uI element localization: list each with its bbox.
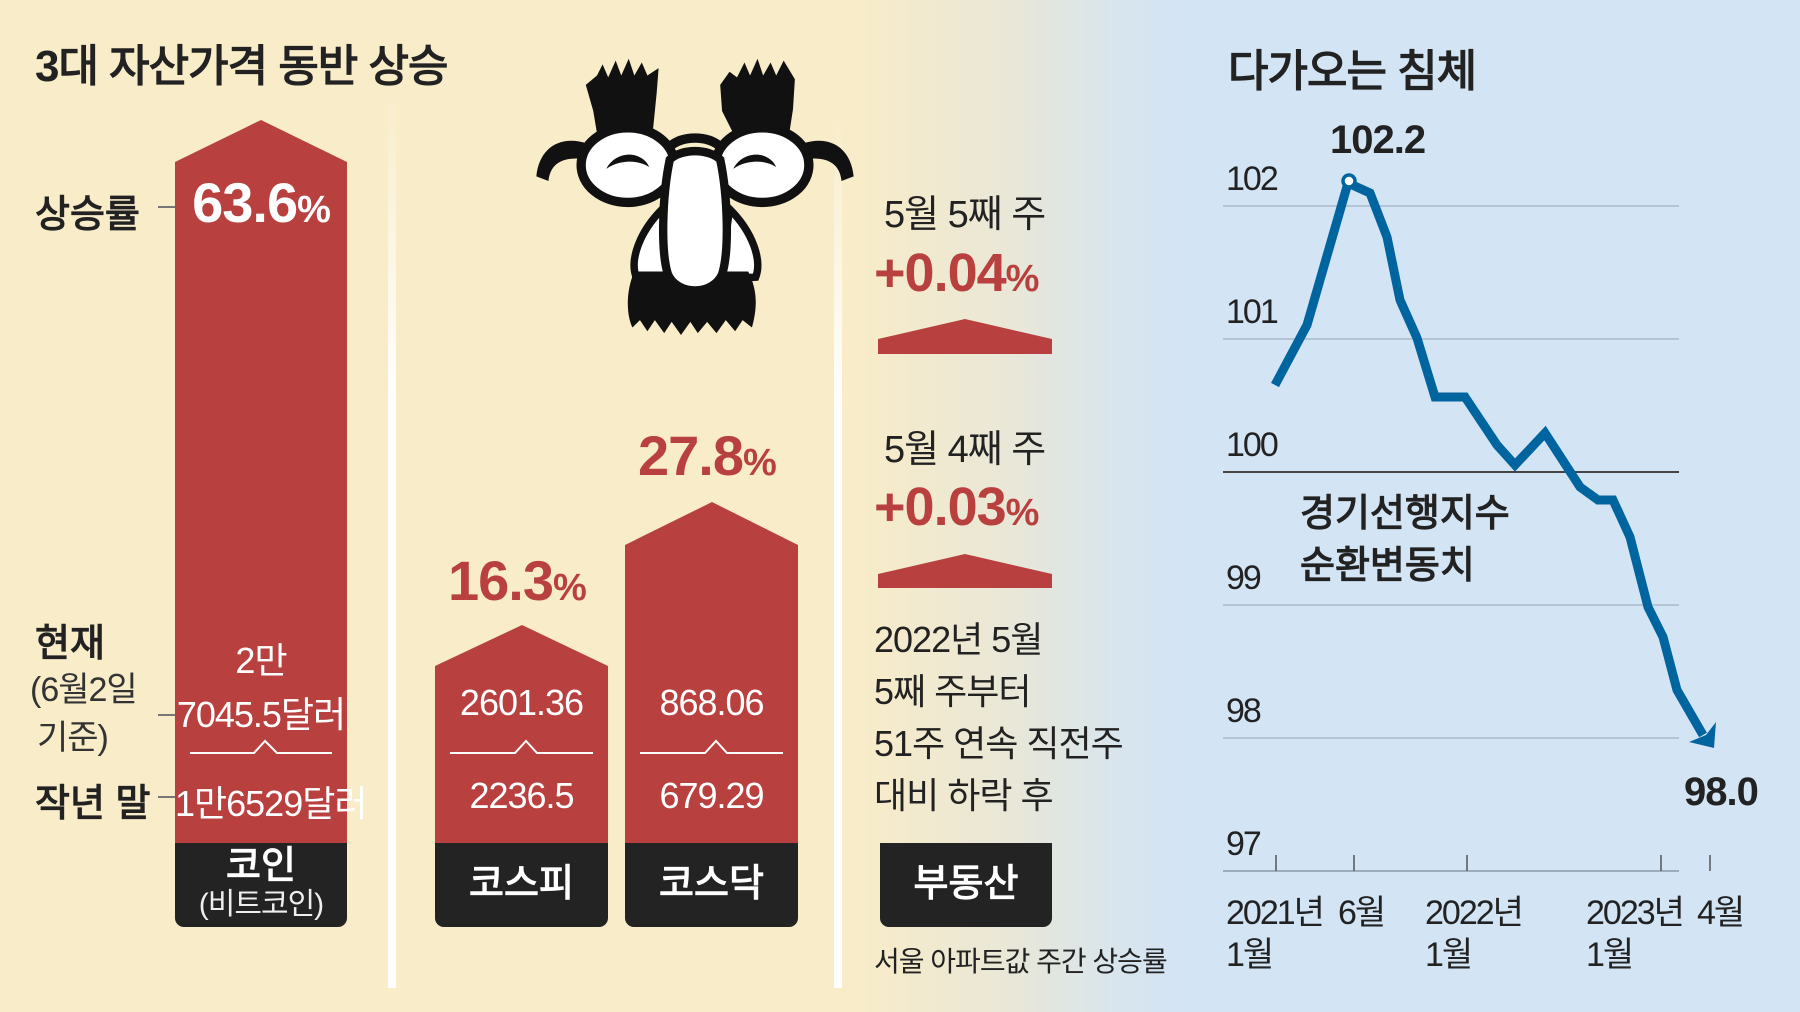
coin-current-line1: 2만 [235, 640, 287, 681]
x-label-2022-01-year: 2022년 [1425, 894, 1524, 932]
kosdaq-current: 868.06 [659, 682, 764, 723]
current-note-2: 기준) [37, 719, 109, 757]
kospi-name: 코스피 [469, 863, 574, 905]
series-label: 경기선행지수 순환변동치 [1300, 488, 1510, 592]
coin-name: 코인 [226, 845, 296, 887]
kosdaq-name: 코스닥 [659, 863, 764, 905]
re-week-2-value: +0.03 [874, 477, 1007, 537]
kosdaq-bar [625, 502, 798, 845]
left-title: 3대 자산가격 동반 상승 [35, 42, 448, 91]
kospi-separator [450, 739, 593, 754]
re-note-line-4: 대비 하락 후 [874, 775, 1054, 816]
re-caption: 서울 아파트값 주간 상승률 [874, 946, 1168, 977]
x-label-2023-01-month: 1월 [1586, 936, 1634, 974]
right-title: 다가오는 침체 [1228, 47, 1477, 96]
re-note-line-3: 51주 연속 직전주 [874, 723, 1124, 764]
re-week-2-pct-sign: % [1005, 492, 1040, 534]
coin-pct-sign: % [297, 189, 331, 231]
last-value-label: 98.0 [1684, 770, 1759, 814]
y-tick-102: 102 [1226, 160, 1279, 198]
kosdaq-rise-pct: 27.8% [638, 423, 777, 488]
kospi-rise-value: 16.3 [448, 549, 554, 612]
y-tick-97: 97 [1226, 825, 1262, 863]
leading-index-series [1271, 176, 1707, 738]
kospi-current: 2601.36 [459, 682, 584, 723]
peak-value-label: 102.2 [1330, 118, 1426, 162]
column-divider-2 [834, 108, 842, 988]
groucho-glasses-icon [536, 58, 854, 335]
coin-rise-value: 63.6 [192, 171, 298, 234]
re-note-line-2: 5째 주부터 [874, 671, 1032, 712]
re-note: 2022년 5월 5째 주부터 51주 연속 직전주 대비 하락 후 [874, 614, 1124, 822]
last-year-leader-line [158, 796, 176, 798]
peak-marker [1341, 173, 1357, 189]
real-estate-name: 부동산 [913, 863, 1019, 905]
series-label-line-1: 경기선행지수 [1300, 493, 1510, 535]
re-arrow-up-2 [878, 554, 1052, 588]
kosdaq-last-year: 679.29 [659, 775, 764, 816]
series-label-line-2: 순환변동치 [1300, 545, 1475, 587]
coin-separator [190, 739, 332, 754]
x-label-2022-01: 2022년 1월 [1425, 892, 1524, 976]
kospi-rise-pct: 16.3% [448, 548, 587, 613]
leading-index-line-chart [1223, 173, 1716, 872]
re-week-1-value: +0.04 [874, 243, 1007, 303]
kosdaq-pct-sign: % [743, 442, 777, 484]
kosdaq-category-label: 코스닥 [625, 843, 798, 927]
x-label-2023-04: 4월 [1697, 892, 1745, 934]
x-label-2021-01-year: 2021년 [1226, 894, 1325, 932]
re-note-line-1: 2022년 5월 [874, 619, 1043, 660]
x-label-2021-06: 6월 [1338, 892, 1386, 934]
kospi-bar [435, 625, 608, 845]
y-tick-99: 99 [1226, 559, 1262, 597]
rate-leader-line [158, 206, 176, 208]
x-label-2022-01-month: 1월 [1425, 936, 1473, 974]
coin-bar [175, 120, 347, 845]
y-tick-100: 100 [1226, 426, 1279, 464]
kosdaq-rise-value: 27.8 [638, 424, 744, 487]
coin-sub-name: (비트코인) [198, 888, 324, 921]
re-week-1-pct-sign: % [1005, 258, 1040, 300]
y-tick-101: 101 [1226, 293, 1279, 331]
kospi-pct-sign: % [553, 567, 587, 609]
re-week-2-pct: +0.03% [874, 476, 1040, 538]
x-label-2023-01: 2023년 1월 [1586, 892, 1685, 976]
coin-current-line2: 7045.5달러 [176, 694, 346, 735]
coin-last-year: 1만6529달러 [175, 783, 367, 824]
x-label-2021-01: 2021년 1월 [1226, 892, 1325, 976]
kospi-category-label: 코스피 [435, 843, 608, 927]
coin-category-label: 코인 (비트코인) [175, 843, 347, 927]
kosdaq-separator [640, 739, 783, 754]
kospi-last-year: 2236.5 [469, 775, 574, 816]
last-year-row-label: 작년 말 [35, 783, 151, 825]
real-estate-category-label: 부동산 [880, 843, 1052, 927]
x-label-2021-06-month: 6월 [1338, 894, 1386, 932]
re-week-1-label: 5월 5째 주 [884, 194, 1046, 236]
x-label-2023-04-month: 4월 [1697, 894, 1745, 932]
re-week-1-pct: +0.04% [874, 242, 1040, 304]
current-leader-line [158, 714, 176, 716]
x-label-2021-01-month: 1월 [1226, 936, 1274, 974]
x-label-2023-01-year: 2023년 [1586, 894, 1685, 932]
column-divider-1 [388, 88, 396, 988]
end-arrow-icon [1689, 722, 1716, 748]
rate-row-label: 상승률 [35, 194, 140, 236]
current-row-label: 현재 [35, 623, 105, 665]
re-arrow-up-1 [878, 319, 1052, 354]
re-week-2-label: 5월 4째 주 [884, 429, 1046, 471]
y-tick-98: 98 [1226, 692, 1262, 730]
current-note-1: (6월2일 [30, 671, 138, 709]
coin-rise-pct: 63.6% [175, 170, 347, 235]
asset-bars [175, 120, 1052, 845]
